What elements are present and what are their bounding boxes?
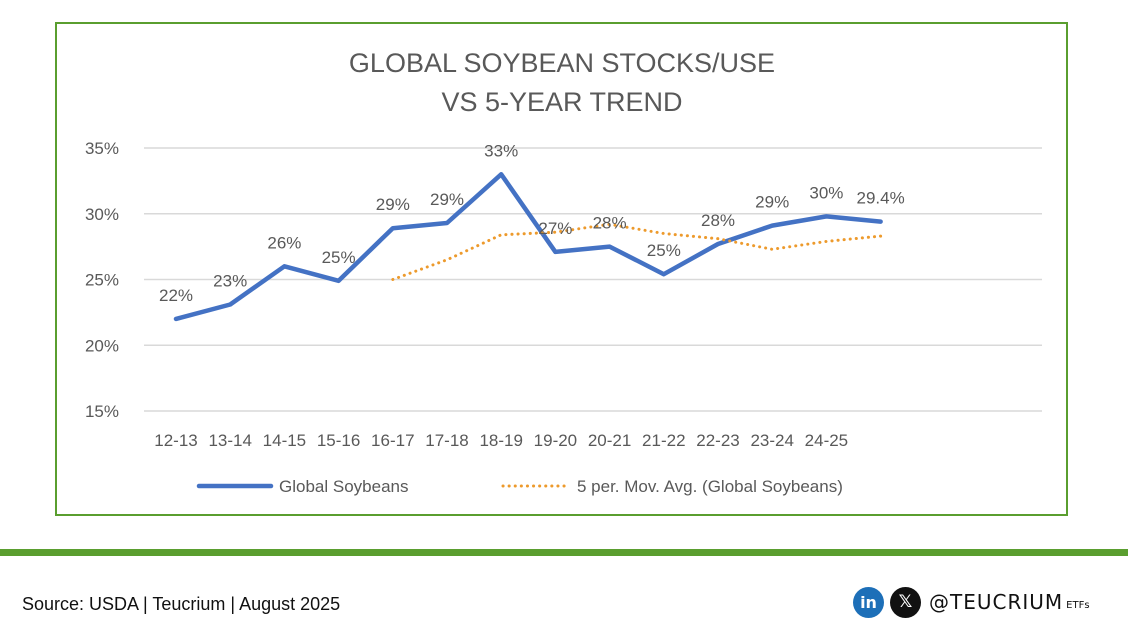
x-tick-label: 24-25 — [805, 431, 848, 450]
brand-block: in 𝕏 @TEUCRIUM ETFs — [853, 585, 1090, 619]
data-label: 33% — [484, 141, 518, 160]
divider-bar — [0, 549, 1128, 556]
moving-average-line — [391, 222, 883, 281]
x-tick-label: 20-21 — [588, 431, 631, 450]
x-tick-label: 23-24 — [750, 431, 793, 450]
y-tick-label: 30% — [85, 205, 119, 224]
x-tick-label: 18-19 — [479, 431, 522, 450]
data-label: 29% — [755, 193, 789, 212]
global-soybeans-line — [173, 172, 883, 322]
x-tick-label: 17-18 — [425, 431, 468, 450]
chart-title-line: GLOBAL SOYBEAN STOCKS/USE — [349, 48, 775, 78]
data-label: 25% — [647, 241, 681, 260]
x-tick-label: 15-16 — [317, 431, 360, 450]
data-label: 26% — [267, 233, 301, 252]
data-label: 23% — [213, 271, 247, 290]
data-label: 30% — [809, 183, 843, 202]
x-tick-label: 16-17 — [371, 431, 414, 450]
legend-label-moving-average: 5 per. Mov. Avg. (Global Soybeans) — [577, 477, 843, 496]
x-icon[interactable]: 𝕏 — [890, 586, 921, 618]
data-label: 29.4% — [856, 189, 904, 208]
x-tick-label: 13-14 — [208, 431, 251, 450]
data-label: 29% — [376, 195, 410, 214]
y-tick-label: 20% — [85, 336, 119, 355]
data-label: 22% — [159, 286, 193, 305]
x-tick-label: 14-15 — [263, 431, 306, 450]
x-tick-label: 12-13 — [154, 431, 197, 450]
linkedin-icon[interactable]: in — [853, 586, 884, 618]
data-label: 28% — [593, 214, 627, 233]
data-label: 27% — [538, 219, 572, 238]
data-label: 29% — [430, 190, 464, 209]
y-tick-label: 35% — [85, 139, 119, 158]
brand-handle: @TEUCRIUM — [929, 590, 1064, 614]
chart-title-line: VS 5-YEAR TREND — [441, 87, 682, 117]
chart-frame: GLOBAL SOYBEAN STOCKS/USE VS 5-YEAR TREND… — [55, 22, 1068, 516]
brand-suffix: ETFs — [1066, 599, 1090, 611]
x-tick-label: 21-22 — [642, 431, 685, 450]
x-tick-label: 19-20 — [534, 431, 577, 450]
source-note: Source: USDA | Teucrium | August 2025 — [22, 594, 341, 614]
legend-label-global-soybeans: Global Soybeans — [279, 477, 408, 496]
chart-svg: GLOBAL SOYBEAN STOCKS/USE VS 5-YEAR TREND… — [85, 48, 1042, 496]
y-tick-label: 25% — [85, 271, 119, 290]
data-label: 28% — [701, 211, 735, 230]
data-label: 25% — [322, 248, 356, 267]
y-tick-label: 15% — [85, 402, 119, 421]
x-tick-label: 22-23 — [696, 431, 739, 450]
